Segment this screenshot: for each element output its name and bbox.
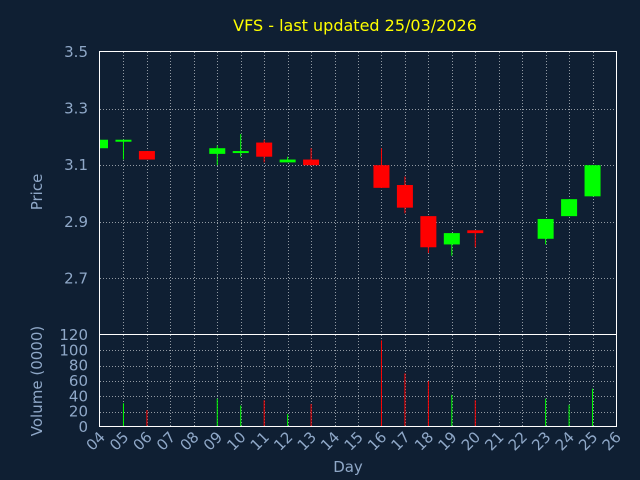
candle-body: [256, 142, 273, 157]
candle-body: [279, 159, 296, 163]
x-tick-label: 20: [458, 428, 484, 454]
candle-body: [138, 151, 155, 160]
x-tick-label: 17: [388, 428, 414, 454]
price-tick-label: 3.3: [64, 100, 88, 118]
volume-tick-label: 80: [69, 357, 88, 375]
x-tick-label: 10: [223, 428, 249, 454]
x-tick-label: 22: [505, 428, 531, 454]
x-tick-label: 26: [599, 428, 625, 454]
candle-body: [100, 139, 108, 149]
volume-tick-label: 120: [59, 326, 88, 344]
candle-body: [373, 165, 390, 188]
price-grid: [100, 52, 616, 335]
x-tick-label: 25: [575, 428, 601, 454]
x-tick-label: 11: [247, 428, 273, 454]
candle-body: [561, 199, 578, 217]
volume-plot-frame: [99, 334, 617, 427]
candle-body: [209, 148, 226, 154]
volume-tick-label: 40: [69, 387, 88, 405]
x-tick-label: 08: [176, 428, 202, 454]
x-tick-label: 24: [552, 428, 578, 454]
volume-tick-label: 0: [78, 418, 88, 436]
x-tick-label: 07: [153, 428, 179, 454]
candle-body: [443, 233, 460, 245]
candle-body: [396, 185, 413, 208]
candle-body: [537, 218, 554, 239]
price-axis-label: Price: [28, 174, 46, 211]
candle-body: [584, 165, 601, 197]
price-tick-label: 3.5: [64, 43, 88, 61]
x-tick-label: 09: [200, 428, 226, 454]
volume-tick-label: 100: [59, 341, 88, 359]
volume-tick-label: 20: [69, 403, 88, 421]
candle-body: [467, 230, 484, 234]
x-tick-label: 21: [481, 428, 507, 454]
price-candles: [99, 134, 601, 256]
x-axis-label: Day: [333, 458, 363, 476]
x-tick-label: 23: [528, 428, 554, 454]
candle-body: [303, 159, 320, 166]
candle-body: [115, 139, 132, 142]
x-tick-label: 13: [294, 428, 320, 454]
x-tick-label: 14: [317, 428, 343, 454]
x-tick-labels: 0405060708091011121314151617181920212223…: [83, 428, 625, 454]
price-tick-label: 2.9: [64, 213, 88, 231]
chart-title: VFS - last updated 25/03/2026: [233, 16, 477, 35]
x-tick-label: 18: [411, 428, 437, 454]
x-tick-label: 05: [106, 428, 132, 454]
x-tick-label: 06: [130, 428, 156, 454]
price-tick-label: 2.7: [64, 269, 88, 287]
x-tick-label: 12: [270, 428, 296, 454]
x-tick-label: 15: [341, 428, 367, 454]
volume-bars: [122, 340, 594, 427]
candle-body: [232, 151, 249, 154]
volume-grid: [100, 335, 616, 427]
price-tick-label: 3.1: [64, 156, 88, 174]
volume-axis-label: Volume (0000): [28, 326, 46, 436]
volume-tick-label: 60: [69, 372, 88, 390]
x-tick-label: 16: [364, 428, 390, 454]
price-tick-labels: 3.5 3.3 3.1 2.9 2.7: [64, 43, 88, 287]
candle-body: [420, 216, 437, 248]
x-tick-label: 19: [434, 428, 460, 454]
